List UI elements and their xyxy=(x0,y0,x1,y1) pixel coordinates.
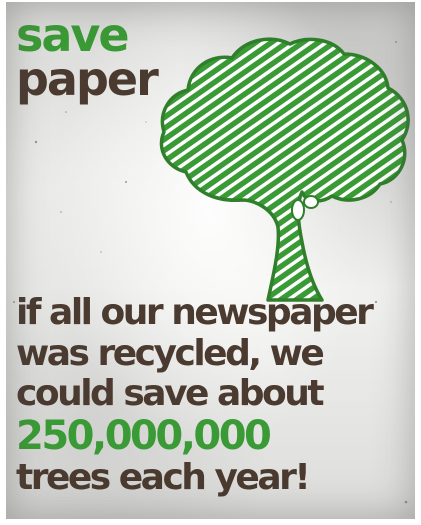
poster: save paper if all our newspaper was recy… xyxy=(6,2,415,519)
tree-icon xyxy=(159,37,410,302)
message-line-3: could save about xyxy=(16,373,325,414)
title-paper: paper xyxy=(16,52,159,106)
message-line-5: trees each year! xyxy=(16,457,311,498)
message-line-1: if all our newspaper xyxy=(16,292,374,333)
highlight-number: 250,000,000 xyxy=(16,413,272,459)
paper-texture xyxy=(13,41,408,504)
title-save: save xyxy=(16,8,130,62)
message-line-2: was recycled, we xyxy=(16,333,325,374)
